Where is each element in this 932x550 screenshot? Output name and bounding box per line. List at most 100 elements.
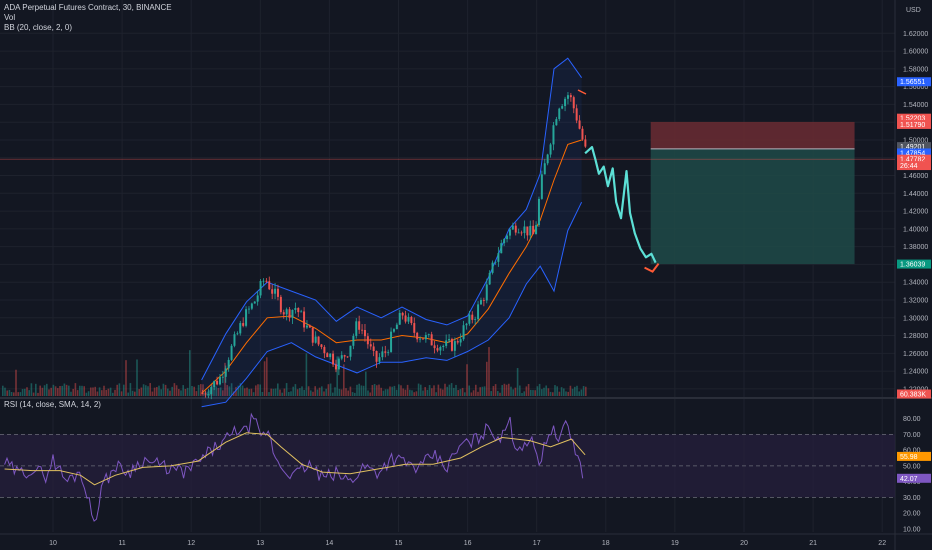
volume-bar bbox=[512, 389, 514, 396]
volume-bar bbox=[175, 385, 178, 396]
volume-bar bbox=[138, 389, 140, 396]
volume-bar bbox=[536, 386, 539, 396]
volume-bar bbox=[468, 385, 470, 396]
volume-bar bbox=[129, 383, 132, 396]
volume-bar bbox=[259, 384, 261, 396]
volume-bar bbox=[28, 390, 30, 396]
volume-bar bbox=[37, 392, 39, 396]
candle-body bbox=[262, 280, 265, 282]
candle-body bbox=[265, 280, 268, 282]
candle-body bbox=[361, 329, 364, 331]
volume-bar bbox=[424, 387, 426, 396]
volume-bar bbox=[301, 386, 303, 396]
candle-body bbox=[201, 393, 204, 395]
candle-body bbox=[355, 321, 358, 336]
volume-bar bbox=[131, 390, 134, 396]
price-badge-bg bbox=[897, 119, 931, 129]
volume-bar bbox=[261, 391, 264, 396]
volume-bar bbox=[497, 391, 499, 396]
time-tick-label: 14 bbox=[326, 540, 334, 547]
volume-bar bbox=[314, 386, 316, 396]
volume-bar bbox=[140, 387, 143, 396]
candle-body bbox=[390, 331, 393, 352]
candle-body bbox=[349, 345, 352, 357]
volume-bar bbox=[514, 387, 517, 396]
candle-body bbox=[253, 301, 256, 304]
bb-fill bbox=[201, 58, 582, 407]
volume-bar bbox=[79, 385, 81, 396]
price-badge: 1.47854 bbox=[900, 150, 925, 157]
volume-bar bbox=[362, 385, 365, 396]
volume-bar bbox=[63, 383, 66, 396]
volume-bar bbox=[235, 387, 237, 396]
volume-bar bbox=[508, 383, 510, 396]
volume-bar bbox=[50, 387, 52, 396]
volume-bar bbox=[279, 389, 281, 396]
volume-bar bbox=[530, 389, 532, 396]
candle-body bbox=[535, 225, 538, 235]
candle-body bbox=[323, 347, 326, 354]
volume-bar bbox=[569, 385, 572, 396]
candle-body bbox=[421, 338, 424, 340]
candle-body bbox=[242, 323, 245, 326]
price-tick-label: 1.54000 bbox=[903, 102, 928, 109]
volume-bar bbox=[318, 387, 321, 396]
volume-bar bbox=[558, 391, 561, 396]
rsi-tick-label: 30.00 bbox=[903, 495, 921, 502]
volume-bar bbox=[85, 392, 88, 396]
volume-bar bbox=[360, 385, 363, 396]
candle-body bbox=[369, 344, 372, 347]
candle-body bbox=[433, 345, 436, 349]
candle-body bbox=[497, 253, 500, 262]
volume-bar bbox=[389, 386, 391, 396]
volume-bar bbox=[373, 384, 376, 396]
volume-bar bbox=[347, 390, 349, 396]
volume-bar bbox=[193, 386, 195, 396]
candle-body bbox=[340, 355, 343, 359]
candle-body bbox=[245, 309, 248, 326]
volume-bar bbox=[444, 383, 446, 396]
price-tick-label: 1.34000 bbox=[903, 280, 928, 287]
volume-bar bbox=[435, 392, 437, 396]
volume-bar bbox=[41, 387, 44, 396]
candle-body bbox=[294, 308, 297, 310]
candle-body bbox=[320, 344, 323, 348]
volume-bar bbox=[327, 384, 330, 396]
volume-bar bbox=[230, 383, 233, 396]
price-tick-label: 1.28000 bbox=[903, 333, 928, 340]
rsi-line bbox=[4, 412, 584, 522]
volume-bar bbox=[519, 385, 521, 396]
volume-bar bbox=[501, 385, 503, 396]
candle-body bbox=[259, 280, 262, 296]
volume-bar bbox=[182, 385, 184, 396]
volume-bar bbox=[92, 387, 94, 396]
candle-body bbox=[445, 340, 448, 346]
time-tick-label: 12 bbox=[187, 540, 195, 547]
candle-body bbox=[413, 323, 416, 333]
volume-bar bbox=[213, 386, 215, 396]
volume-bar bbox=[283, 388, 286, 396]
volume-bar bbox=[527, 384, 530, 396]
candle-body bbox=[569, 95, 572, 98]
volume-bar bbox=[241, 385, 244, 396]
rsi-badge-bg bbox=[897, 451, 931, 461]
volume-bar bbox=[252, 392, 255, 396]
position-tool[interactable] bbox=[0, 121, 895, 265]
volume-bar bbox=[164, 384, 167, 396]
price-badge-bg bbox=[897, 161, 931, 171]
volume-bar bbox=[492, 386, 495, 396]
price-tick-label: 1.44000 bbox=[903, 191, 928, 198]
volume-bar bbox=[15, 369, 17, 396]
candle-body bbox=[494, 261, 497, 263]
candle-body bbox=[465, 323, 468, 326]
candle-body bbox=[256, 295, 259, 302]
volume-bar bbox=[541, 389, 543, 396]
candle-body bbox=[410, 316, 413, 324]
price-tick-label: 1.62000 bbox=[903, 31, 928, 38]
volume-bar bbox=[343, 364, 345, 396]
volume-bar bbox=[48, 389, 50, 396]
volume-bar bbox=[263, 361, 266, 396]
volume-bar bbox=[538, 383, 541, 396]
volume-bar bbox=[107, 388, 110, 396]
